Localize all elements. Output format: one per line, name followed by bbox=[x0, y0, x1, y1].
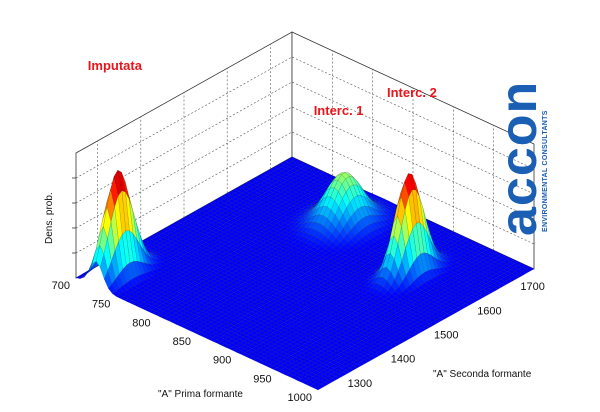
y-tick-label: 1500 bbox=[434, 330, 458, 342]
y-tick-label: 1400 bbox=[391, 354, 415, 366]
density-surface bbox=[75, 156, 535, 391]
peak-label: Interc. 2 bbox=[387, 85, 437, 100]
logo-tagline: ENVIRONMENTAL CONSULTANTS bbox=[542, 110, 549, 232]
tick-labels: 700 750 800 850 900 950 1000 1300 1400 1500 1600 17… bbox=[52, 280, 545, 404]
surface-patch bbox=[526, 266, 535, 272]
x-tick-label: 1000 bbox=[288, 392, 312, 404]
surface-patch bbox=[515, 273, 524, 278]
logo-wordmark: accon bbox=[490, 81, 548, 236]
x-tick-label: 700 bbox=[52, 280, 70, 292]
y-tick-label: 1300 bbox=[348, 378, 372, 390]
peak-label: Interc. 1 bbox=[314, 103, 364, 118]
y-tick-label: 1600 bbox=[477, 305, 501, 317]
z-gridline bbox=[75, 81, 535, 204]
surface-patch bbox=[511, 275, 520, 280]
x-axis-label: "A" Prima formante bbox=[158, 389, 243, 400]
x-tick-label: 850 bbox=[173, 336, 191, 348]
peak-label: Imputata bbox=[88, 58, 143, 73]
z-axis-label: Dens. prob. bbox=[44, 192, 55, 244]
x-tick-label: 800 bbox=[132, 317, 150, 329]
x-tick-label: 750 bbox=[92, 299, 110, 311]
x-tick-label: 900 bbox=[213, 355, 231, 367]
surface-patch bbox=[522, 268, 531, 274]
y-axis-label: "A" Seconda formante bbox=[433, 369, 532, 380]
x-tick-label: 950 bbox=[253, 373, 271, 385]
surface-patch bbox=[518, 271, 528, 276]
y-tick-label: 1700 bbox=[520, 281, 544, 293]
accon-logo: accon ENVIRONMENTAL CONSULTANTS bbox=[490, 81, 549, 236]
